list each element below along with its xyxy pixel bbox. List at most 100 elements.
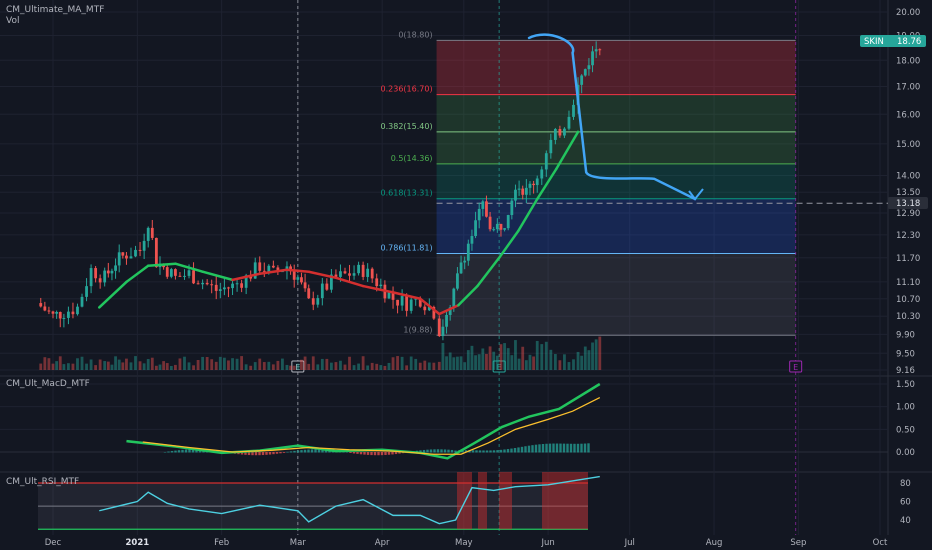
volume-bar [192,365,195,370]
x-tick-label: Mar [290,538,307,548]
macd-histogram-bar [566,443,569,453]
macd-histogram-bar [303,449,307,453]
ma-segment [419,297,441,316]
macd-histogram-bar [181,449,184,453]
macd-histogram-bar [286,451,289,453]
volume-bar [117,359,121,370]
candlesticks[interactable] [39,41,602,341]
x-tick-label: Feb [214,538,229,548]
event-marker [291,360,305,373]
volume-bar [366,365,370,370]
volume-bar [352,365,356,370]
rsi-overbought-zone [457,472,472,530]
volume-bar [466,350,470,370]
volume-bar [540,344,544,370]
macd-histogram-bar [485,450,489,453]
volume-bar [594,339,598,370]
candle-body [110,270,114,274]
macd-tick-label: 0.00 [896,448,915,458]
candle-body [361,264,365,277]
candle-body [80,296,84,307]
volume-bar [94,365,98,370]
price-tick-label: 10.30 [896,312,920,322]
candle-body [129,256,133,259]
macd-histogram-bar [310,449,314,453]
candle-body [214,284,218,291]
ma-segment [97,280,128,309]
ma-segment [391,291,422,301]
volume-bar [285,364,289,370]
macd-histogram-bar [573,443,576,453]
volume-bar [134,356,137,370]
volume-bar [339,360,342,370]
volume-bar [396,356,399,370]
fib-zone [436,131,796,164]
volume-bar [39,363,43,370]
price-tick-label: 12.30 [896,231,920,241]
macd-line [142,397,601,455]
x-tick-label: Aug [706,538,723,548]
candle-body [535,178,539,186]
macd-histogram-bar [300,450,303,453]
rsi-overbought-zone [478,472,487,530]
volume-bar [456,356,459,370]
volume-bar [300,359,303,370]
candle-body [583,69,587,76]
volume-bar [375,363,379,370]
candle-body [485,201,488,217]
volume-bar [80,356,84,370]
candle-body [544,153,548,170]
candle-body [521,188,525,195]
volume-bar [320,358,324,370]
candle-body [567,116,571,129]
candle-body [553,128,557,140]
volume-bar [106,361,110,370]
fib-zone [436,40,796,95]
candle-body [477,208,481,221]
x-tick-label: Jul [624,538,635,548]
volume-bar [587,350,591,370]
macd-histogram-bar [450,449,454,453]
macd-histogram-bar [510,448,513,453]
macd-histogram-bar [545,443,548,453]
candle-body [47,310,51,312]
macd-histogram-bar [370,452,373,456]
volume-bar [244,364,248,370]
macd-histogram-bar [272,452,275,455]
volume-bar [114,356,117,370]
volume-bar [528,354,532,370]
volume-bar [258,358,262,370]
volume-bar [307,363,311,370]
x-tick-label: Jun [540,538,554,548]
macd-histogram-bar [499,449,503,453]
candle-body [300,277,303,283]
macd-histogram-bar [429,449,433,453]
price-tick-label: 17.00 [896,83,920,93]
volume-bar [142,363,146,370]
candle-body [470,236,474,244]
volume-bar [495,355,499,370]
volume-bar [183,356,186,370]
ma-segment [285,268,310,273]
volume-bar [576,351,580,370]
candle-body [423,306,427,311]
price-line-badge[interactable]: 13.18 [888,197,928,209]
candle-body [459,262,463,274]
fib-zone [436,94,796,132]
candle-body [456,273,459,289]
candle-body [400,296,404,306]
volume-bar [514,340,517,370]
volume-bar [391,357,395,370]
price-tick-label: 9.50 [896,349,915,359]
volume-bar [488,346,492,370]
ticker-badge[interactable]: SKIN 18.76 [860,35,926,47]
volume-bar [405,365,409,370]
candle-body [357,264,360,274]
candle-body [142,240,146,251]
volume-bar [329,362,333,370]
macd-histogram-bar [265,452,268,455]
volume-bar [169,365,173,370]
candle-body [121,252,125,256]
candle-body [303,282,307,289]
